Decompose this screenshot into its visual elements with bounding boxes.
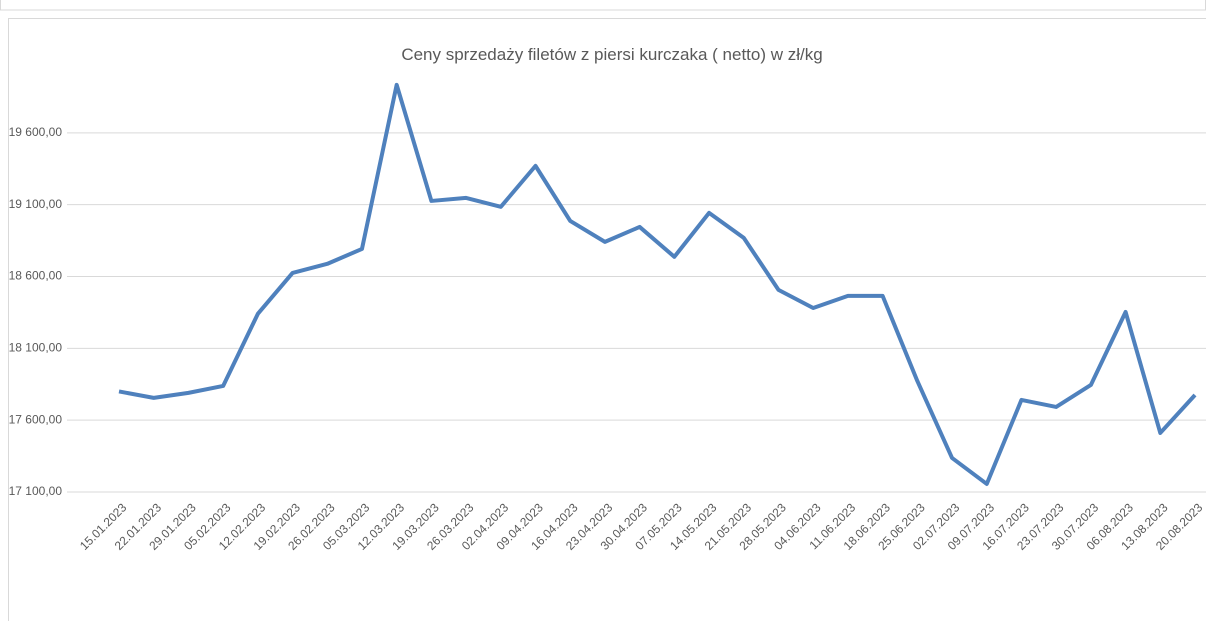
- chart-frame: [8, 18, 1206, 621]
- y-tick-label: 19 600,00: [9, 125, 63, 139]
- y-tick-label: 19 100,00: [9, 197, 63, 211]
- y-tick-label: 18 100,00: [9, 341, 63, 355]
- previous-frame: [0, 0, 1206, 11]
- chart-title: Ceny sprzedaży filetów z piersi kurczaka…: [401, 45, 822, 64]
- y-tick-label: 18 600,00: [9, 269, 63, 283]
- y-tick-label: 17 100,00: [9, 484, 63, 498]
- data-line: [118, 82, 1197, 486]
- y-tick-label: 17 600,00: [9, 412, 63, 426]
